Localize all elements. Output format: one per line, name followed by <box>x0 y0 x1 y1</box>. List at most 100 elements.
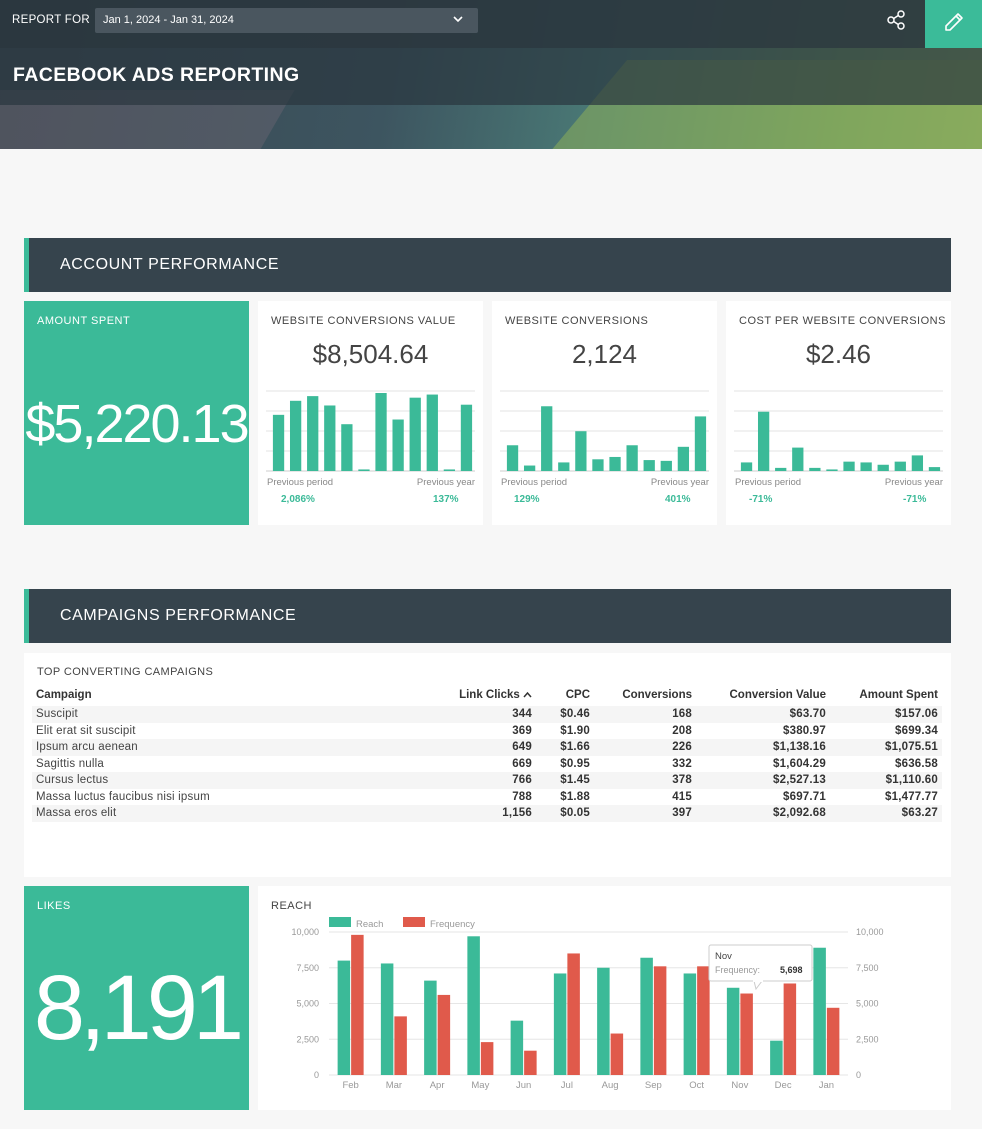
bar-frequency[interactable] <box>826 1007 840 1075</box>
y-tick-label-right: 10,000 <box>856 927 884 937</box>
x-tick-label: Mar <box>386 1080 402 1091</box>
bar-reach[interactable] <box>553 973 567 1075</box>
table-cell: 788 <box>512 790 532 803</box>
table-title: TOP CONVERTING CAMPAIGNS <box>37 666 214 678</box>
table-cell: 168 <box>594 706 696 723</box>
sparkline-bar <box>460 404 473 471</box>
table-cell: 369 <box>512 724 532 737</box>
bar-reach[interactable] <box>597 967 610 1075</box>
column-header-amount-spent[interactable]: Amount Spent <box>859 689 938 701</box>
y-tick-label-left: 7,500 <box>296 963 319 973</box>
table-row[interactable]: Suscipit 344 $0.46 168 $63.70 $157.06 <box>32 706 942 723</box>
previous-period-label: Previous period <box>501 477 568 488</box>
bar-frequency[interactable] <box>437 994 451 1075</box>
bar-reach[interactable] <box>770 1040 783 1075</box>
table-cell: $1,138.16 <box>696 739 830 756</box>
previous-year-label: Previous year <box>884 477 943 488</box>
bar-reach[interactable] <box>683 973 697 1075</box>
bar-frequency[interactable] <box>697 966 710 1075</box>
table-row[interactable]: Ipsum arcu aenean 649 $1.66 226 $1,138.16 $1,… <box>32 739 942 756</box>
sparkline-bar <box>792 447 804 471</box>
bar-frequency[interactable] <box>783 983 797 1075</box>
bar-reach[interactable] <box>813 947 826 1075</box>
bar-frequency[interactable] <box>567 953 580 1075</box>
bar-frequency[interactable] <box>653 966 667 1075</box>
table-row[interactable]: Sagittis nulla 669 $0.95 332 $1,604.29 $636.5… <box>32 756 942 773</box>
legend-swatch <box>403 917 425 927</box>
edit-button[interactable] <box>925 0 982 48</box>
bar-frequency[interactable] <box>740 993 753 1075</box>
table-cell: Elit erat sit suscipit <box>36 724 136 737</box>
share-icon[interactable] <box>880 8 912 40</box>
previous-year-label: Previous year <box>416 477 475 488</box>
bar-reach[interactable] <box>424 980 437 1075</box>
sparkline-bar <box>860 462 872 471</box>
chart-tooltip: Nov Frequency: 5,698 <box>708 944 813 991</box>
bar-frequency[interactable] <box>524 1050 537 1075</box>
report-for-label: REPORT FOR <box>12 14 90 26</box>
previous-year-change: -71% <box>903 494 927 505</box>
table-cell: $63.27 <box>830 805 942 822</box>
table-cell: $636.58 <box>895 757 938 770</box>
sparkline-bar <box>289 400 302 471</box>
sparkline-bar <box>757 411 770 471</box>
chevron-down-icon <box>453 16 463 23</box>
table-row[interactable]: Massa luctus faucibus nisi ipsum 788 $1.88… <box>32 789 942 806</box>
table-cell: 649 <box>442 739 536 756</box>
sparkline-bar <box>392 419 404 471</box>
sparkline-bar <box>272 414 285 471</box>
likes-value: 8,191 <box>33 957 244 1059</box>
table-cell: 378 <box>594 772 696 789</box>
y-tick-label-right: 5,000 <box>856 999 879 1009</box>
kpi-card: WEBSITE CONVERSIONS 2,124 Previous perio… <box>492 301 717 525</box>
bar-frequency[interactable] <box>394 1016 407 1075</box>
bar-reach[interactable] <box>467 936 480 1075</box>
sparkline-chart <box>266 390 475 472</box>
section-header-account: ACCOUNT PERFORMANCE <box>24 238 951 292</box>
sparkline-bar <box>894 461 906 471</box>
column-header-cpc[interactable]: CPC <box>565 689 590 701</box>
kpi-card: COST PER WEBSITE CONVERSIONS $2.46 Previ… <box>726 301 951 525</box>
table-cell: $0.95 <box>560 757 590 770</box>
table-cell: Cursus lectus <box>32 772 442 789</box>
table-row[interactable]: Elit erat sit suscipit 369 $1.90 208 $380.97… <box>32 723 942 740</box>
column-header-conversion-value[interactable]: Conversion Value <box>729 689 826 701</box>
table-row[interactable]: Cursus lectus 766 $1.45 378 $2,527.13 $1,110.… <box>32 772 942 789</box>
table-cell: 669 <box>512 757 532 770</box>
table-header-row: Campaign Link Clicks CPC Conversions Con… <box>32 684 942 706</box>
bar-frequency[interactable] <box>610 1033 624 1075</box>
section-title: CAMPAIGNS PERFORMANCE <box>60 607 297 624</box>
bar-reach[interactable] <box>510 1020 524 1075</box>
date-range-select[interactable]: Jan 1, 2024 - Jan 31, 2024 <box>95 8 478 33</box>
table-cell: $1,477.77 <box>885 790 938 803</box>
card-title: COST PER WEBSITE CONVERSIONS <box>739 315 946 327</box>
x-tick-label: Oct <box>689 1080 704 1091</box>
bar-reach[interactable] <box>640 957 653 1075</box>
column-header-conversions[interactable]: Conversions <box>622 689 692 701</box>
previous-year-change: 137% <box>433 494 459 505</box>
reach-chart-card: REACH Reach Frequency 0 0 2,500 2,500 5,000 5,0… <box>258 886 951 1110</box>
date-range-value: Jan 1, 2024 - Jan 31, 2024 <box>103 14 234 26</box>
table-cell: 766 <box>442 772 536 789</box>
bar-frequency[interactable] <box>351 934 364 1075</box>
bar-reach[interactable] <box>337 960 351 1075</box>
table-cell: $1,110.60 <box>830 772 942 789</box>
sparkline-bar <box>626 445 638 471</box>
table-cell: $1,075.51 <box>830 739 942 756</box>
sparkline-bar <box>523 465 536 471</box>
table-cell: $157.06 <box>830 706 942 723</box>
sparkline-chart <box>500 390 709 472</box>
y-tick-label-left: 0 <box>314 1070 319 1080</box>
reach-chart: Reach Frequency 0 0 2,500 2,500 5,000 5,000 7,50… <box>291 917 884 1091</box>
kpi-value: $8,504.64 <box>312 339 429 369</box>
legend-swatch <box>329 917 351 927</box>
top-toolbar: REPORT FOR Jan 1, 2024 - Jan 31, 2024 <box>0 0 982 48</box>
bar-reach[interactable] <box>380 963 394 1075</box>
bar-reach[interactable] <box>726 987 740 1075</box>
column-header-link-clicks[interactable]: Link Clicks <box>442 684 536 706</box>
column-header-campaign[interactable]: Campaign <box>36 689 92 701</box>
tooltip-value: 5,698 <box>780 965 803 975</box>
page-title: FACEBOOK ADS REPORTING <box>13 64 300 86</box>
table-row[interactable]: Massa eros elit 1,156 $0.05 397 $2,092.68 $63… <box>32 805 942 822</box>
bar-frequency[interactable] <box>480 1042 494 1075</box>
